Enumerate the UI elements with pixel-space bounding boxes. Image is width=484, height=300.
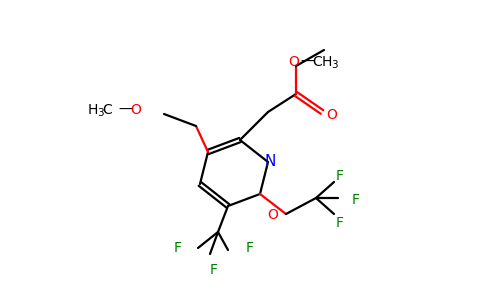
Text: O: O [288,55,299,69]
Text: O: O [130,103,141,117]
Text: F: F [210,263,218,277]
Text: —: — [118,103,132,117]
Text: H: H [322,55,333,69]
Text: C: C [102,103,112,117]
Text: H: H [88,103,98,117]
Text: O: O [326,108,337,122]
Text: F: F [336,169,344,183]
Text: F: F [246,241,254,255]
Text: F: F [352,193,360,207]
Text: F: F [174,241,182,255]
Text: O: O [267,208,278,222]
Text: —: — [300,55,314,69]
Text: 3: 3 [97,108,104,118]
Text: F: F [336,216,344,230]
Text: N: N [264,154,276,169]
Text: 3: 3 [331,60,338,70]
Text: C: C [312,55,322,69]
